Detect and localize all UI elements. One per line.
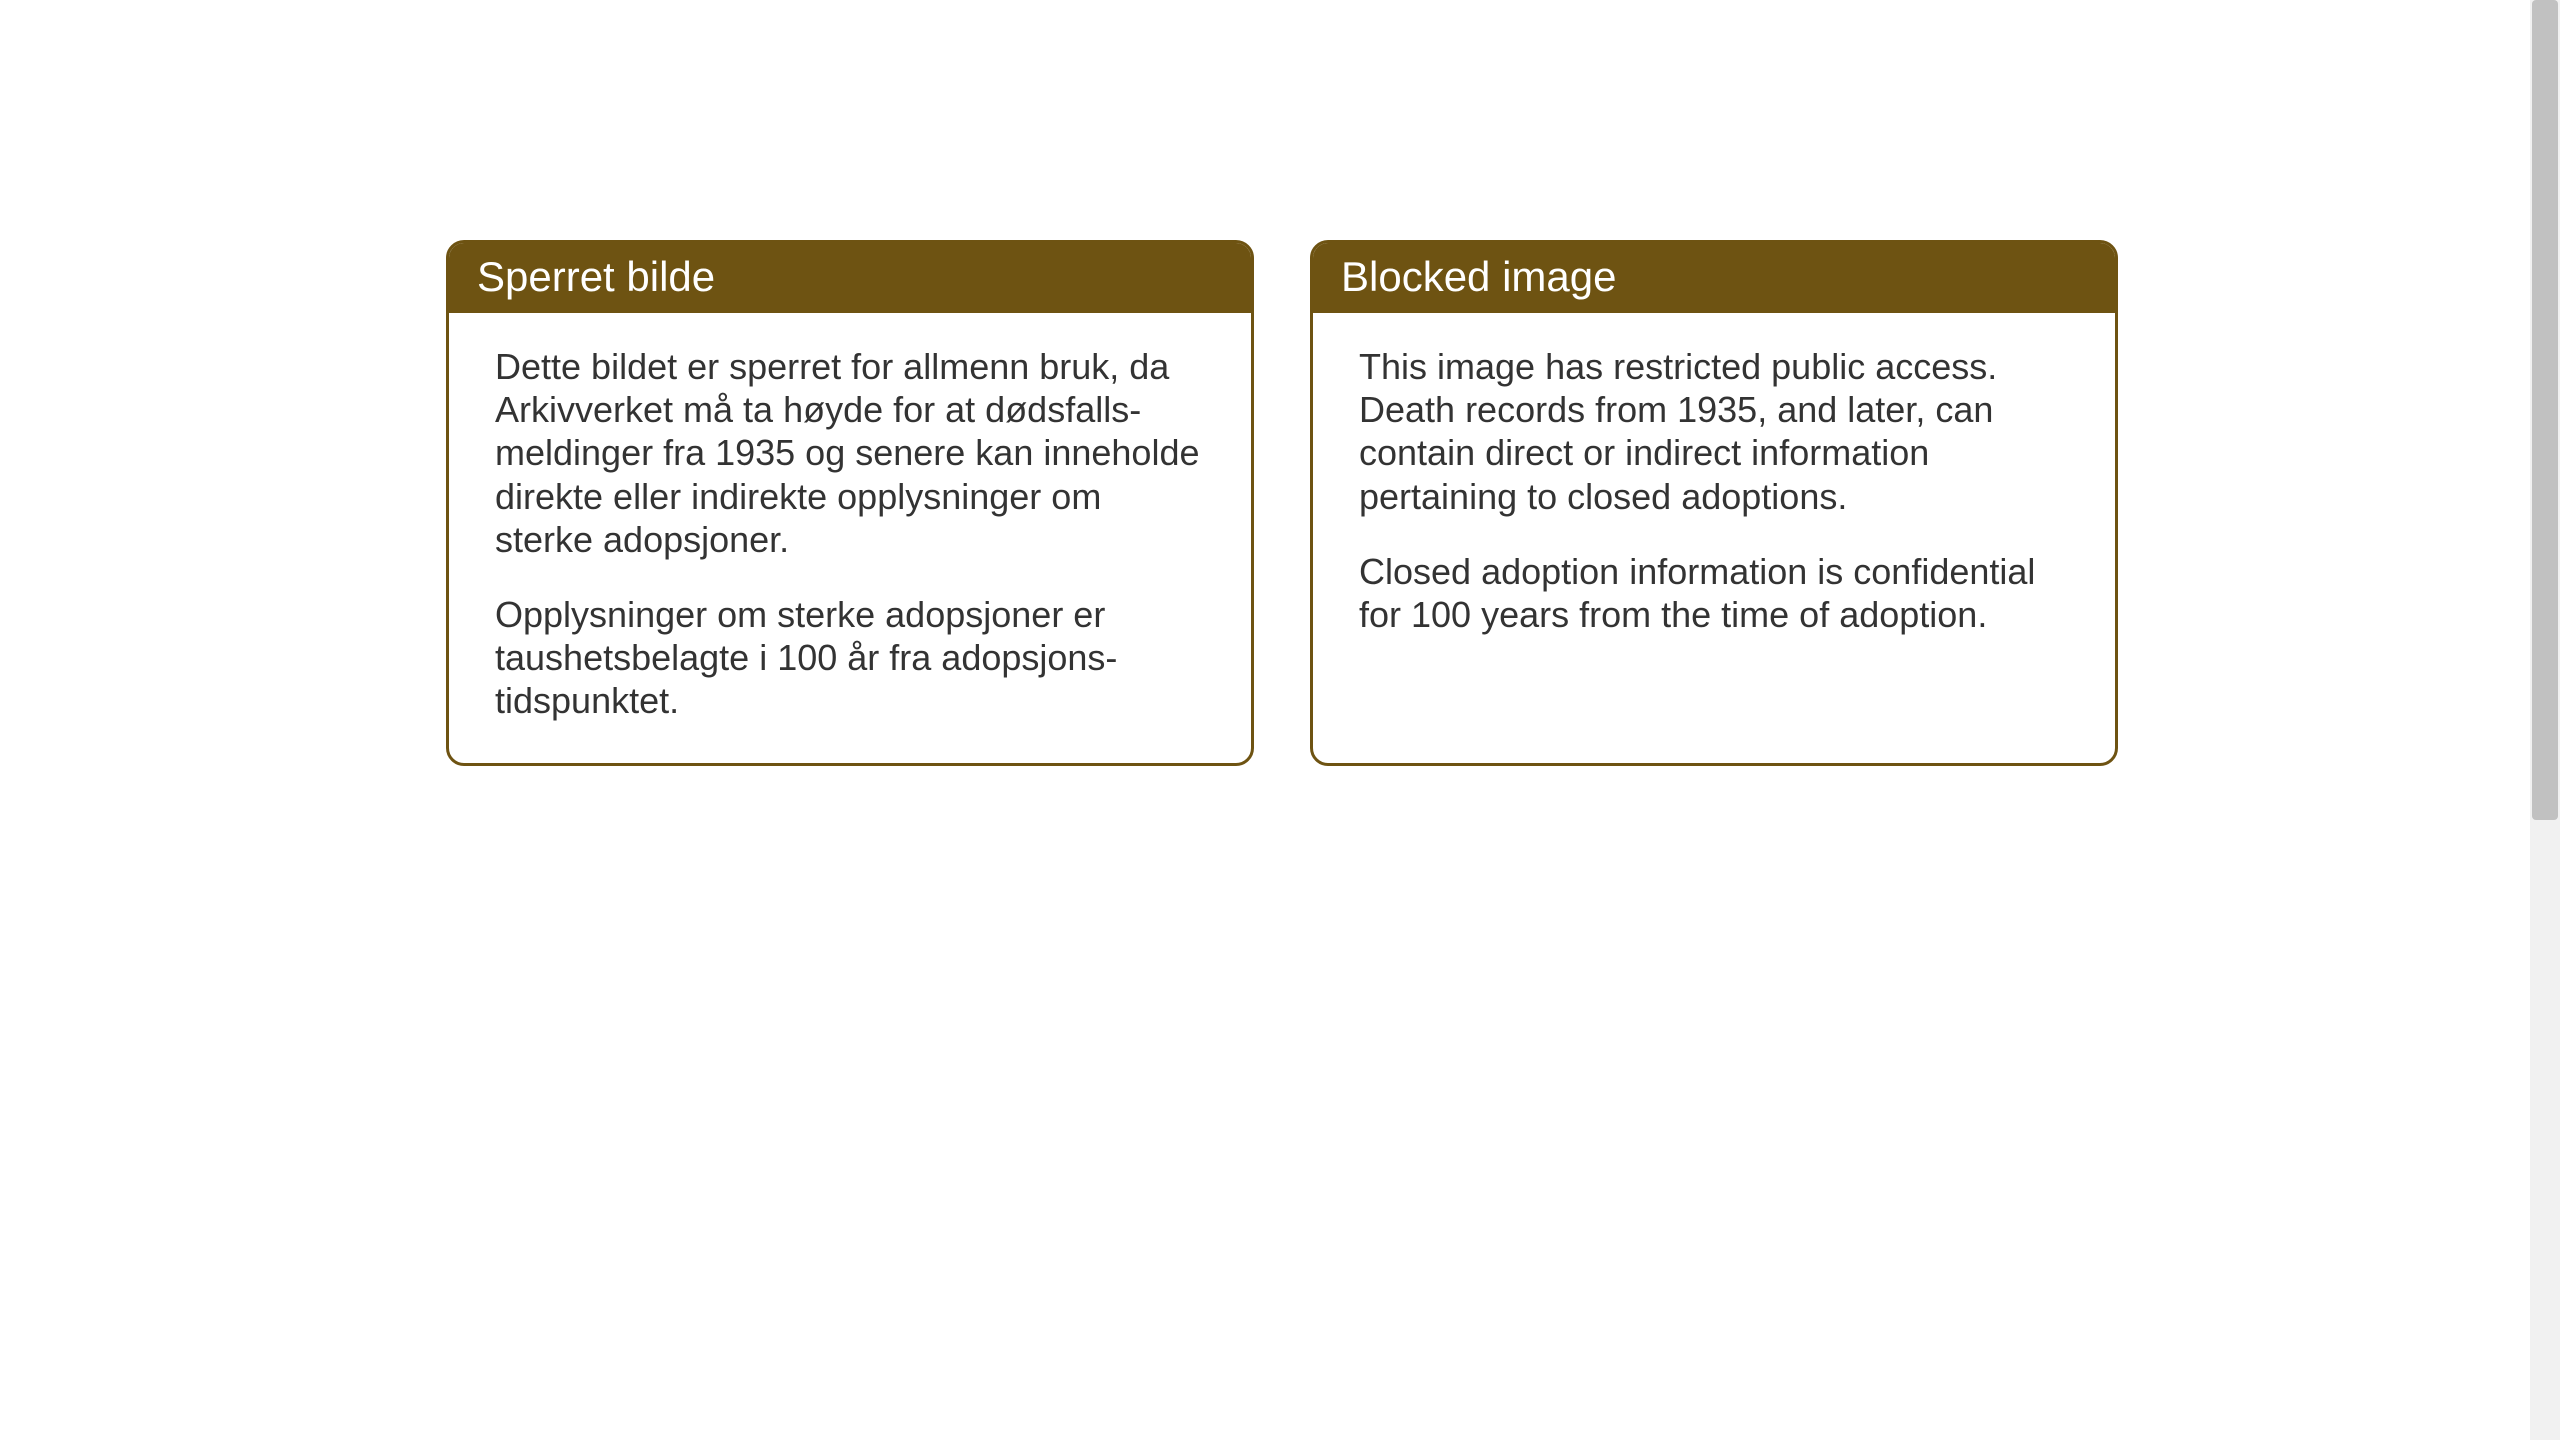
- notice-body-norwegian: Dette bildet er sperret for allmenn bruk…: [449, 313, 1251, 763]
- notice-paragraph: This image has restricted public access.…: [1359, 345, 2069, 518]
- notice-card-norwegian: Sperret bilde Dette bildet er sperret fo…: [446, 240, 1254, 766]
- notice-card-english: Blocked image This image has restricted …: [1310, 240, 2118, 766]
- notice-paragraph: Opplysninger om sterke adopsjoner er tau…: [495, 593, 1205, 723]
- notice-title-norwegian: Sperret bilde: [477, 253, 715, 300]
- notice-header-english: Blocked image: [1313, 243, 2115, 313]
- notice-container: Sperret bilde Dette bildet er sperret fo…: [446, 240, 2118, 766]
- notice-paragraph: Dette bildet er sperret for allmenn bruk…: [495, 345, 1205, 561]
- scrollbar-thumb[interactable]: [2532, 0, 2558, 820]
- notice-body-english: This image has restricted public access.…: [1313, 313, 2115, 743]
- notice-title-english: Blocked image: [1341, 253, 1616, 300]
- vertical-scrollbar[interactable]: [2530, 0, 2560, 1440]
- notice-header-norwegian: Sperret bilde: [449, 243, 1251, 313]
- notice-paragraph: Closed adoption information is confident…: [1359, 550, 2069, 636]
